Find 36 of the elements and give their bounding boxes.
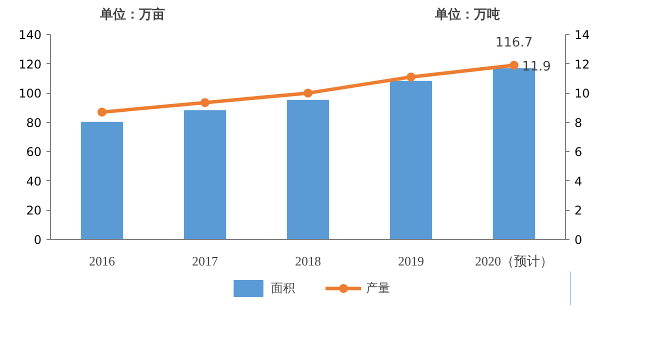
point — [304, 88, 312, 98]
data-label: 11.9 — [522, 59, 551, 74]
y2-tick-label: 12 — [574, 57, 590, 72]
y2-tick-label: 14 — [574, 28, 590, 42]
x-tick-label: 2016 — [89, 254, 116, 268]
y2-tick-label: 2 — [574, 204, 582, 218]
y-axis-title: 单位：万亩 — [99, 6, 166, 22]
bar — [390, 80, 432, 240]
data-label: 116.7 — [495, 36, 533, 51]
y2-tick-label: 8 — [574, 116, 582, 130]
y2-tick-label: 0 — [574, 233, 582, 247]
x-tick-label: 2020（预计） — [475, 254, 553, 268]
x-tick-label: 2019 — [398, 254, 424, 268]
y-tick-label: 60 — [26, 145, 42, 160]
x-tick-label: 2017 — [192, 254, 218, 268]
y2-tick-label: 6 — [574, 145, 582, 160]
bar — [80, 122, 124, 240]
bar — [286, 100, 330, 240]
point — [406, 72, 416, 82]
y-tick-label: 0 — [34, 233, 42, 247]
point — [98, 108, 106, 117]
y2-axis-title: 单位：万吨 — [434, 6, 500, 22]
y-tick-label: 100 — [18, 86, 42, 101]
y-tick-label: 120 — [18, 57, 42, 72]
y-tick-label: 20 — [26, 204, 42, 218]
bar — [184, 110, 226, 240]
y2-tick-label: 10 — [574, 86, 590, 101]
y-tick-label: 40 — [26, 174, 42, 188]
legend-label: 面积 — [271, 280, 295, 296]
legend-label: 产量 — [366, 280, 390, 296]
point — [200, 98, 210, 108]
y-tick-label: 80 — [26, 116, 42, 130]
point — [510, 60, 518, 70]
y-tick-label: 140 — [18, 28, 42, 42]
y2-tick-label: 4 — [574, 174, 582, 188]
x-tick-label: 2018 — [295, 254, 321, 268]
